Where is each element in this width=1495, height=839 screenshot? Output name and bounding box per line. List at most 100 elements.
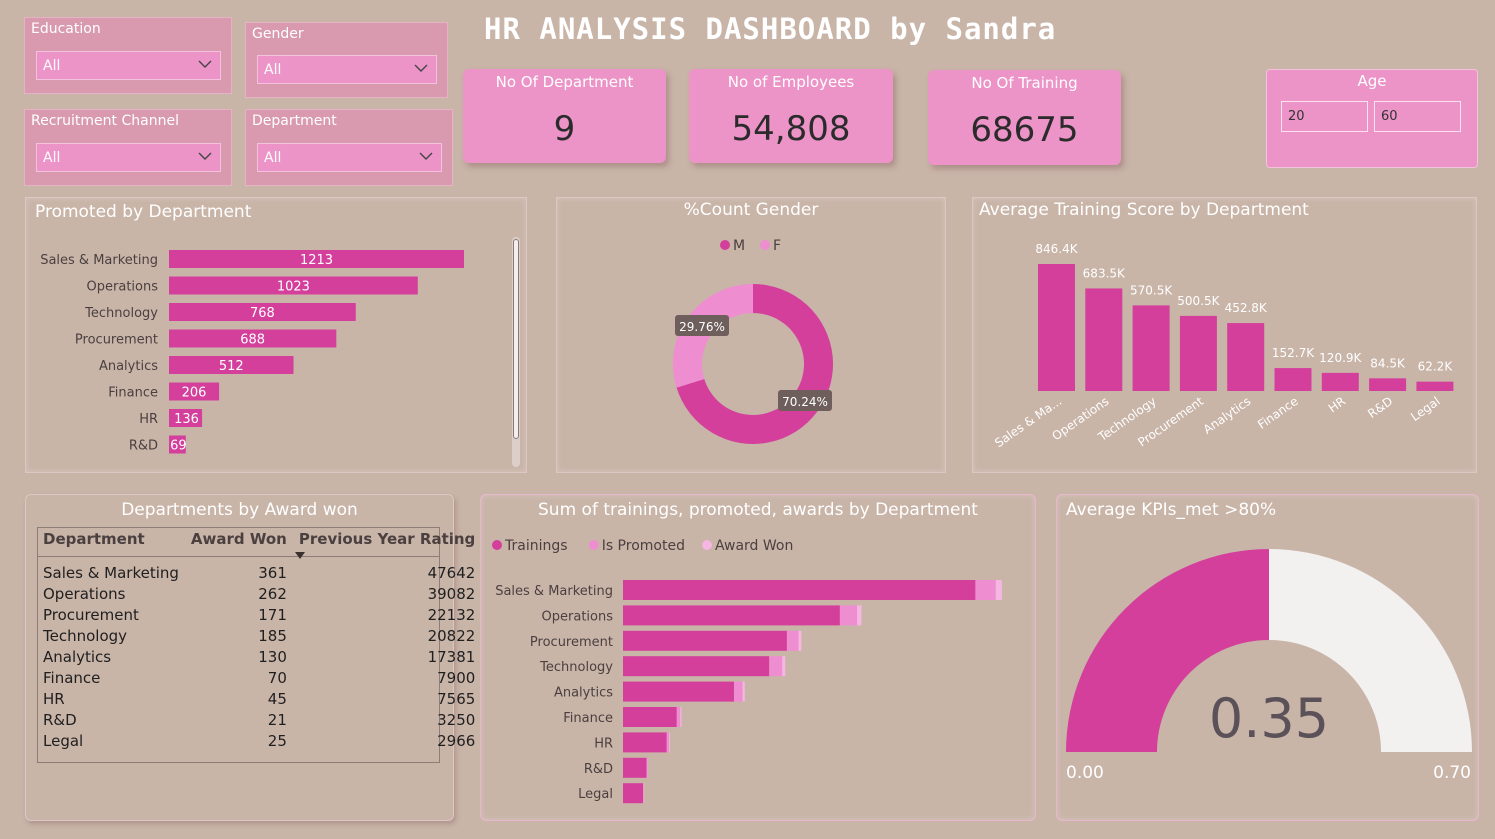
- stacked-bar-segment[interactable]: [646, 757, 648, 778]
- promoted-category-label: Finance: [108, 386, 158, 401]
- table-row[interactable]: Finance 70 7900: [37, 667, 481, 688]
- cell-department: Operations: [43, 584, 126, 603]
- avg-training-bar[interactable]: [1321, 372, 1359, 391]
- stacked-bar-segment[interactable]: [623, 783, 644, 804]
- age-slicer[interactable]: Age 20 60: [1266, 69, 1478, 168]
- stacked-bar-segment[interactable]: [623, 707, 677, 727]
- stacked-category-label: HR: [594, 736, 613, 751]
- stacked-bar-segment[interactable]: [669, 732, 670, 753]
- stacked-bar-segment[interactable]: [676, 707, 681, 727]
- cell-award-won: 25: [267, 731, 287, 750]
- stacked-category-label: Legal: [578, 787, 613, 802]
- promoted-bar[interactable]: [169, 356, 294, 374]
- department-slicer[interactable]: Department All: [245, 109, 453, 186]
- stacked-legend-label[interactable]: Award Won: [715, 538, 793, 554]
- stacked-bar-segment[interactable]: [623, 757, 647, 778]
- stacked-category-label: Technology: [539, 660, 613, 675]
- table-row[interactable]: R&D 21 3250: [37, 709, 481, 730]
- avg-training-data-label: 84.5K: [1370, 356, 1406, 370]
- table-row[interactable]: HR 45 7565: [37, 688, 481, 709]
- avg-training-bar[interactable]: [1274, 368, 1312, 391]
- stacked-bar-segment[interactable]: [623, 656, 770, 677]
- promoted-category-label: Analytics: [99, 359, 158, 374]
- cell-previous-year-rating: 7900: [437, 668, 476, 687]
- table-row[interactable]: Analytics 130 17381: [37, 646, 481, 667]
- avg-training-category-label: Analytics: [1201, 394, 1254, 437]
- column-header-previous-year-rating[interactable]: Previous Year Rating: [293, 527, 481, 562]
- gauge-value: 0.35: [1209, 687, 1329, 750]
- table-row[interactable]: Operations 262 39082: [37, 583, 481, 604]
- column-header-award-won[interactable]: Award Won: [190, 530, 287, 548]
- stacked-bar-segment[interactable]: [782, 656, 786, 677]
- age-max-input[interactable]: 60: [1374, 101, 1461, 132]
- promoted-bar[interactable]: [169, 382, 220, 401]
- gender-slice[interactable]: [673, 284, 753, 388]
- stacked-bar-segment[interactable]: [995, 580, 1002, 600]
- avg-training-data-label: 120.9K: [1319, 351, 1362, 365]
- avg-training-bar[interactable]: [1369, 378, 1407, 391]
- gender-slicer-label: Gender: [252, 26, 304, 42]
- avg-training-category-label: R&D: [1365, 394, 1395, 421]
- table-row[interactable]: Sales & Marketing 361 47642: [37, 562, 481, 583]
- promoted-bar[interactable]: [169, 303, 356, 321]
- avg-training-bar[interactable]: [1085, 288, 1123, 391]
- gauge-filled-arc[interactable]: [1066, 549, 1269, 752]
- promoted-bar[interactable]: [169, 435, 186, 454]
- table-row[interactable]: Procurement 171 22132: [37, 604, 481, 625]
- stacked-bar-segment[interactable]: [786, 630, 799, 651]
- column-header-department[interactable]: Department: [43, 530, 145, 548]
- recruitment-channel-slicer[interactable]: Recruitment Channel All: [24, 109, 232, 186]
- promoted-bar[interactable]: [169, 329, 337, 348]
- kpi-gauge-title: Average KPIs_met >80%: [1066, 500, 1277, 520]
- stacked-bar-segment[interactable]: [798, 630, 802, 651]
- table-row[interactable]: Legal 25 2966: [37, 730, 481, 751]
- stacked-bar-segment[interactable]: [839, 605, 858, 626]
- table-row[interactable]: Technology 185 20822: [37, 625, 481, 646]
- stacked-bar-segment[interactable]: [680, 707, 682, 727]
- gender-legend-label[interactable]: F: [773, 238, 781, 254]
- gender-dropdown[interactable]: All: [257, 55, 437, 84]
- gauge-empty-arc[interactable]: [1269, 549, 1472, 752]
- stacked-bar-segment[interactable]: [623, 630, 787, 651]
- stacked-category-label: Analytics: [554, 686, 613, 701]
- promoted-scrollbar[interactable]: [512, 237, 520, 467]
- age-min-input[interactable]: 20: [1281, 101, 1368, 132]
- promoted-category-label: Operations: [87, 280, 159, 295]
- avg-training-bar[interactable]: [1227, 323, 1265, 391]
- avg-training-bar[interactable]: [1132, 305, 1170, 391]
- promoted-bar[interactable]: [169, 250, 464, 268]
- cell-award-won: 70: [267, 668, 287, 687]
- stacked-bar-segment[interactable]: [623, 732, 667, 753]
- stacked-legend-label[interactable]: Trainings: [504, 538, 568, 554]
- stacked-bar-segment[interactable]: [733, 681, 743, 702]
- stacked-bar-segment[interactable]: [857, 605, 862, 626]
- department-dropdown[interactable]: All: [257, 143, 442, 172]
- promoted-bar[interactable]: [169, 409, 203, 427]
- stacked-bar-segment[interactable]: [769, 656, 783, 677]
- training-card-label: No Of Training: [971, 74, 1078, 92]
- avg-training-bar[interactable]: [1038, 264, 1075, 391]
- chevron-down-icon: [198, 60, 212, 68]
- stacked-bar-segment[interactable]: [623, 605, 840, 626]
- gender-legend-marker: [720, 240, 730, 250]
- promoted-scrollbar-thumb[interactable]: [513, 239, 519, 439]
- promoted-bar[interactable]: [169, 276, 418, 295]
- avg-training-bar[interactable]: [1179, 315, 1217, 391]
- avg-training-bar[interactable]: [1416, 381, 1454, 391]
- stacked-bar-segment[interactable]: [623, 681, 734, 702]
- stacked-legend-marker: [492, 540, 502, 550]
- gender-slicer[interactable]: Gender All: [245, 22, 448, 98]
- stacked-bar-segment[interactable]: [666, 732, 670, 753]
- recruitment-channel-dropdown[interactable]: All: [36, 143, 221, 172]
- gender-legend-label[interactable]: M: [733, 238, 745, 254]
- stacked-bar-segment[interactable]: [742, 681, 745, 702]
- stacked-legend-label[interactable]: Is Promoted: [602, 538, 685, 554]
- education-slicer-label: Education: [31, 21, 101, 37]
- stacked-bar-segment[interactable]: [643, 783, 644, 804]
- education-dropdown[interactable]: All: [36, 51, 221, 80]
- training-card: No Of Training 68675: [928, 70, 1121, 165]
- education-slicer[interactable]: Education All: [24, 17, 232, 94]
- stacked-bar-segment[interactable]: [975, 580, 996, 600]
- gender-data-label-bg: [778, 390, 832, 411]
- stacked-bar-segment[interactable]: [623, 580, 976, 600]
